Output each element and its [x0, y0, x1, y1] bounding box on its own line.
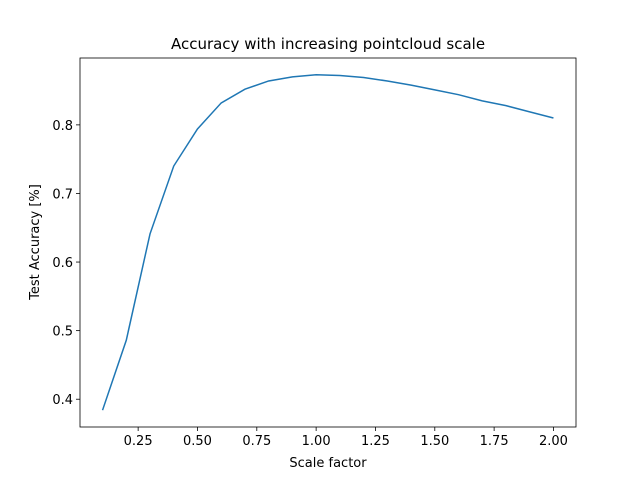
chart-title: Accuracy with increasing pointcloud scal…	[171, 35, 485, 53]
x-tick-label: 0.50	[183, 434, 212, 449]
x-tick-label: 1.25	[361, 434, 390, 449]
y-axis-label: Test Accuracy [%]	[28, 184, 43, 301]
y-tick-label: 0.7	[52, 187, 73, 202]
x-tick-label: 2.00	[539, 434, 568, 449]
x-tick-label: 0.75	[242, 434, 271, 449]
x-tick-label: 1.50	[420, 434, 449, 449]
x-axis-label: Scale factor	[289, 456, 367, 471]
x-tick-label: 1.75	[480, 434, 509, 449]
x-tick-label: 0.25	[124, 434, 153, 449]
x-tick-label: 1.00	[302, 434, 331, 449]
y-tick-label: 0.4	[52, 393, 73, 408]
y-tick-label: 0.6	[52, 256, 73, 271]
y-tick-label: 0.8	[52, 119, 73, 134]
y-tick-label: 0.5	[52, 325, 73, 340]
line-series	[101, 74, 554, 411]
plot-frame	[79, 57, 577, 428]
